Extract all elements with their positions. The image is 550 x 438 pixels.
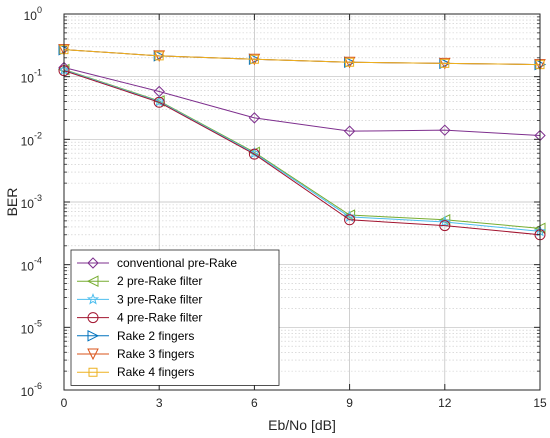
minor-grid — [64, 16, 540, 372]
x-tick-label: 0 — [61, 396, 68, 410]
data-point — [343, 125, 356, 137]
legend-label: 3 pre-Rake filter — [117, 292, 202, 306]
data-point — [440, 58, 450, 68]
legend-label: conventional pre-Rake — [117, 256, 237, 270]
legend-entry: conventional pre-Rake — [77, 256, 237, 270]
x-tick-label: 15 — [533, 396, 547, 410]
data-point — [535, 60, 545, 70]
data-point — [344, 214, 356, 226]
series-layer — [57, 43, 547, 241]
x-axis-label: Eb/No [dB] — [268, 417, 336, 433]
legend-entry: 3 pre-Rake filter — [77, 292, 202, 306]
legend-entry: Rake 2 fingers — [77, 329, 194, 343]
x-tick-label: 12 — [438, 396, 452, 410]
legend-marker — [88, 367, 98, 377]
legend-label: Rake 3 fingers — [117, 347, 194, 361]
data-point — [439, 124, 451, 136]
legend-marker — [87, 329, 100, 342]
series-line — [63, 70, 541, 236]
data-point — [153, 96, 165, 108]
data-point — [153, 95, 166, 107]
legend-marker — [87, 257, 99, 269]
legend-box — [70, 249, 280, 386]
y-tick-labels: 100 10-1 10-2 10-3 10-4 10-5 10-6 — [21, 5, 42, 399]
legend-entry: Rake 4 fingers — [77, 365, 194, 379]
data-point — [439, 220, 451, 232]
data-point — [343, 210, 356, 223]
legend-entry: Rake 3 fingers — [77, 347, 194, 361]
series-line — [63, 67, 541, 137]
legend-label: 2 pre-Rake filter — [117, 274, 202, 288]
data-point — [248, 148, 260, 160]
y-tick-label: 100 — [24, 5, 42, 23]
y-tick-label: 10-4 — [21, 256, 42, 274]
x-tick-label: 3 — [156, 396, 163, 410]
y-tick-label: 10-3 — [21, 193, 42, 211]
legend-label: 4 pre-Rake filter — [117, 311, 202, 325]
series-line — [63, 69, 541, 232]
legend-marker — [86, 275, 99, 288]
tick-marks — [63, 13, 541, 391]
y-tick-label: 10-5 — [21, 318, 42, 336]
y-tick-label: 10-1 — [21, 68, 42, 86]
y-tick-label: 10-6 — [21, 381, 42, 399]
legend: conventional pre-Rake 2 pre-Rake filter 3 … — [70, 249, 280, 386]
y-axis-label: BER — [4, 188, 20, 217]
legend-label: Rake 2 fingers — [117, 329, 194, 343]
x-tick-labels: 0 3 6 9 12 15 — [61, 396, 547, 410]
series-3-pre-rake-filter — [57, 63, 547, 237]
legend-marker — [87, 312, 99, 324]
legend-entry: 2 pre-Rake filter — [77, 274, 202, 288]
data-point — [438, 215, 451, 228]
series-line — [63, 49, 541, 66]
data-point — [345, 57, 355, 67]
x-tick-label: 6 — [251, 396, 258, 410]
legend-label: Rake 4 fingers — [117, 365, 194, 379]
legend-entry: 4 pre-Rake filter — [77, 311, 202, 325]
series-rake-4-fingers — [59, 45, 545, 70]
data-point — [59, 45, 69, 55]
x-tick-label: 9 — [346, 396, 353, 410]
data-point — [248, 112, 261, 124]
data-point — [154, 51, 164, 61]
legend-marker — [86, 292, 100, 305]
data-point — [249, 54, 259, 64]
legend-marker — [87, 348, 99, 361]
series-line — [63, 69, 541, 229]
y-tick-label: 10-2 — [21, 130, 42, 148]
